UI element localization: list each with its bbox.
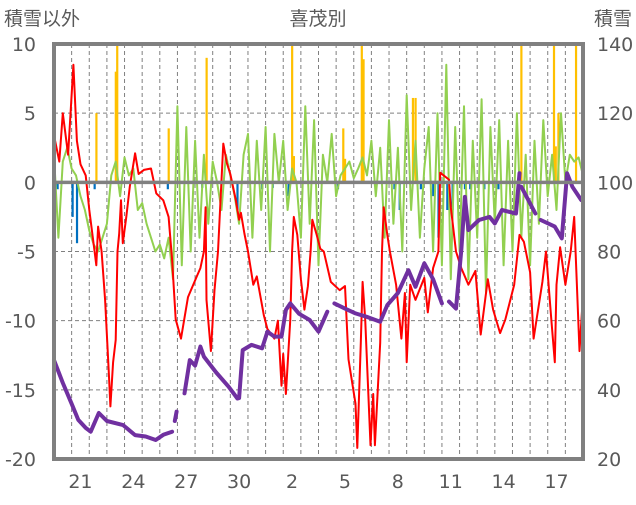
negative-bars-bar <box>71 182 74 217</box>
temperature-line <box>53 63 584 449</box>
right-axis-title: 積雪 <box>594 8 632 30</box>
positive-bars-bar <box>552 44 556 183</box>
positive-bars-bar <box>114 71 117 183</box>
positive-bars-bar <box>520 44 523 183</box>
negative-bars-bar <box>463 182 467 190</box>
positive-bars-bar <box>291 44 294 183</box>
right-tick-label: 80 <box>597 242 621 264</box>
negative-bars-bar <box>446 182 449 210</box>
negative-bars-bar <box>419 182 422 190</box>
right-tick-label: 120 <box>597 103 633 125</box>
positive-bars-bar <box>205 57 208 183</box>
negative-bars-bar <box>469 182 472 190</box>
positive-bars-bar <box>116 44 119 183</box>
snow-depth-line <box>447 171 522 311</box>
left-tick-label: 5 <box>24 103 36 125</box>
positive-bars-bar <box>343 158 347 183</box>
right-tick-label: 20 <box>597 449 621 471</box>
x-tick-label: 11 <box>439 471 463 493</box>
plot-border <box>52 42 585 461</box>
x-tick-label: 2 <box>286 471 298 493</box>
negative-bars-bar <box>236 182 239 210</box>
left-tick-label: 10 <box>12 34 36 56</box>
right-tick-label: 40 <box>597 380 621 402</box>
plot-frame <box>52 42 585 461</box>
positive-bars-bar <box>360 44 363 183</box>
snow-depth-line <box>519 184 538 216</box>
positive-bars-bar <box>362 59 365 183</box>
snow-depth-line <box>538 171 584 241</box>
positive-bars-bar <box>554 146 557 183</box>
left-tick-label: 0 <box>24 172 36 194</box>
positive-bars-bar <box>342 128 345 183</box>
snow-depth-line <box>52 358 175 442</box>
snow-depth-line <box>332 261 444 324</box>
x-tick-label: 5 <box>339 471 351 493</box>
negative-bars-bar <box>432 182 435 197</box>
positive-bars-bar <box>411 97 415 183</box>
x-tick-label: 17 <box>544 471 568 493</box>
right-tick-label: 140 <box>597 34 633 56</box>
series-lines <box>52 63 584 449</box>
x-tick-label: 21 <box>68 471 92 493</box>
right-tick-label: 60 <box>597 311 621 333</box>
x-tick-label: 14 <box>492 471 516 493</box>
left-tick-label: -5 <box>17 242 36 264</box>
snow-depth-line <box>172 409 179 423</box>
positive-bars-bar <box>292 156 296 183</box>
negative-bars-bar <box>287 182 290 197</box>
negative-bars-bar <box>93 182 96 190</box>
left-tick-label: -20 <box>5 449 36 471</box>
negative-bars-bar <box>497 182 500 190</box>
left-axis-title: 積雪以外 <box>4 8 80 30</box>
left-tick-label: -10 <box>5 311 36 333</box>
x-tick-label: 30 <box>227 471 251 493</box>
positive-bars-bar <box>167 128 170 183</box>
x-tick-label: 24 <box>121 471 145 493</box>
negative-bars-bar <box>166 182 169 190</box>
right-tick-label: 100 <box>597 172 633 194</box>
positive-bars-bar <box>95 113 98 183</box>
negative-bars-bar <box>75 182 79 244</box>
tick-labels: 10 5 0 -5 -10 -15 -20 140 120 100 80 60 40 20 21 24 27 30… <box>5 34 633 493</box>
chart-title: 喜茂別 <box>289 8 346 30</box>
negative-bars-bar <box>393 182 396 190</box>
left-tick-label: -15 <box>5 380 36 402</box>
positive-bars-bar <box>574 44 578 183</box>
negative-bars-bar <box>56 182 59 190</box>
x-tick-label: 27 <box>174 471 198 493</box>
x-tick-label: 8 <box>392 471 404 493</box>
snow-depth-line <box>182 301 330 401</box>
